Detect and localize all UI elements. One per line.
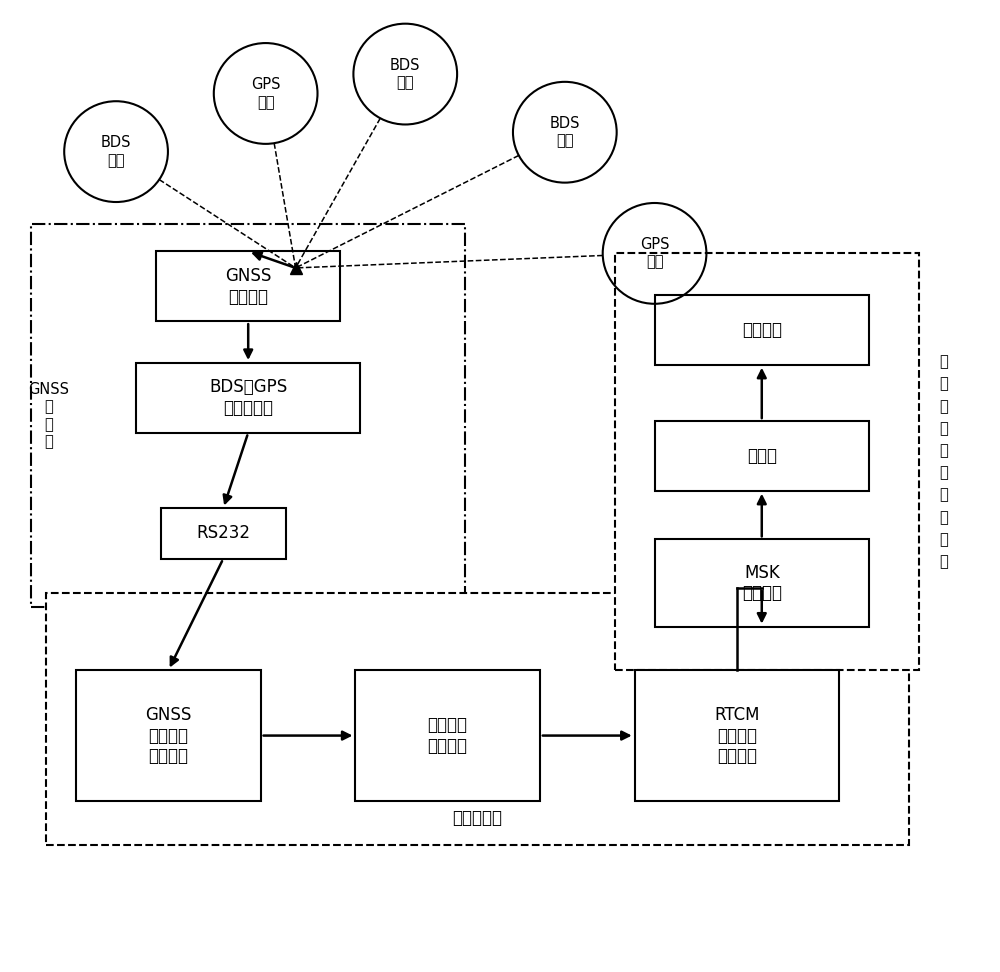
Text: GPS
卦星: GPS 卦星: [251, 77, 280, 110]
Bar: [655, 539, 869, 627]
Bar: [76, 670, 261, 801]
Text: GNSS
导航数据
解算模块: GNSS 导航数据 解算模块: [145, 706, 192, 765]
Text: RS232: RS232: [196, 525, 250, 542]
Bar: [655, 295, 869, 364]
Text: GNSS
基
准
站: GNSS 基 准 站: [28, 382, 69, 449]
Bar: [635, 670, 839, 801]
Bar: [615, 254, 919, 670]
Text: BDS
卦星: BDS 卦星: [101, 135, 131, 168]
Text: 差分数据
生成模块: 差分数据 生成模块: [428, 716, 468, 755]
Bar: [46, 593, 909, 845]
Bar: [136, 363, 360, 433]
Text: RTCM
差分数据
编码模块: RTCM 差分数据 编码模块: [714, 706, 760, 765]
Text: 差
分
数
据
发
送
链
路
模
块: 差 分 数 据 发 送 链 路 模 块: [939, 355, 948, 570]
Text: GPS
卦星: GPS 卦星: [640, 237, 669, 269]
Text: 发送天线: 发送天线: [742, 321, 782, 339]
Bar: [655, 421, 869, 491]
Text: BDS
卦星: BDS 卦星: [390, 58, 421, 90]
Bar: [161, 508, 286, 559]
Text: GNSS
接收天线: GNSS 接收天线: [225, 267, 271, 306]
Bar: [31, 225, 465, 608]
Text: BDS
卦星: BDS 卦星: [550, 116, 580, 149]
Bar: [156, 252, 340, 321]
Text: 发送器: 发送器: [747, 447, 777, 465]
Text: BDS和GPS
双模接收机: BDS和GPS 双模接收机: [209, 378, 287, 417]
Text: 中心处理器: 中心处理器: [453, 809, 503, 827]
Bar: [355, 670, 540, 801]
Text: MSK
调制模块: MSK 调制模块: [742, 564, 782, 603]
